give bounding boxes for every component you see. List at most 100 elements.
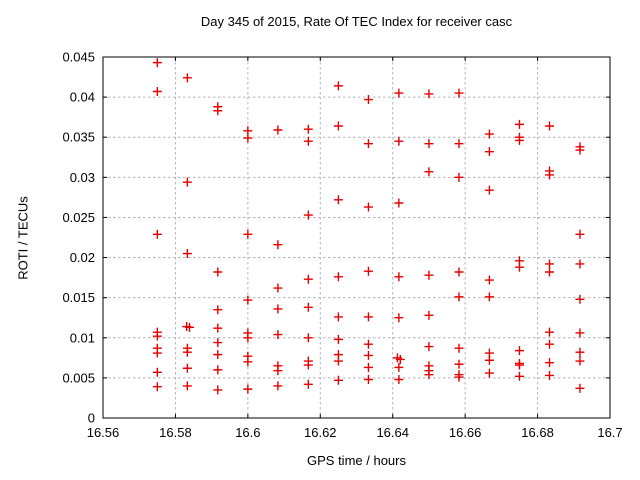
data-point-marker xyxy=(545,121,555,131)
data-point-marker xyxy=(575,328,585,338)
data-point-marker xyxy=(213,365,223,375)
data-point-marker xyxy=(394,272,404,282)
data-point-marker xyxy=(484,129,494,139)
data-point-marker xyxy=(152,382,162,392)
data-point-marker xyxy=(363,266,373,276)
data-point-marker xyxy=(303,210,313,220)
data-point-marker xyxy=(424,89,434,99)
y-tick-label: 0.015 xyxy=(62,290,95,305)
data-point-marker xyxy=(333,312,343,322)
x-tick-label: 16.56 xyxy=(87,425,120,440)
data-point-marker xyxy=(545,358,555,368)
data-point-marker xyxy=(454,292,464,302)
data-point-marker xyxy=(514,360,524,370)
data-point-marker xyxy=(303,379,313,389)
data-point-marker xyxy=(424,370,434,380)
data-point-marker xyxy=(303,333,313,343)
data-point-marker xyxy=(394,88,404,98)
data-point-marker xyxy=(514,262,524,272)
data-point-marker xyxy=(363,362,373,372)
data-point-marker xyxy=(484,355,494,365)
y-tick-label: 0 xyxy=(88,411,95,426)
y-tick-label: 0.04 xyxy=(70,90,95,105)
data-point-marker xyxy=(575,294,585,304)
data-point-marker xyxy=(303,360,313,370)
y-tick-label: 0.01 xyxy=(70,330,95,345)
data-point-marker xyxy=(363,350,373,360)
data-point-marker xyxy=(454,267,464,277)
data-point-marker xyxy=(243,333,253,343)
data-point-marker xyxy=(394,313,404,323)
data-point-marker xyxy=(273,240,283,250)
data-point-marker xyxy=(152,58,162,68)
plot-border xyxy=(102,56,611,419)
data-point-marker xyxy=(484,292,494,302)
data-point-marker xyxy=(213,267,223,277)
x-tick-label: 16.58 xyxy=(159,425,192,440)
y-tick-label: 0.03 xyxy=(70,170,95,185)
data-point-marker xyxy=(273,283,283,293)
data-point-marker xyxy=(213,350,223,360)
y-tick-label: 0.025 xyxy=(62,210,95,225)
data-point-marker xyxy=(514,135,524,145)
data-point-marker xyxy=(182,73,192,83)
data-point-marker xyxy=(394,136,404,146)
data-point-marker xyxy=(182,249,192,259)
chart-title: Day 345 of 2015, Rate Of TEC Index for r… xyxy=(200,14,513,29)
data-point-marker xyxy=(363,374,373,384)
data-point-marker xyxy=(303,136,313,146)
data-point-marker xyxy=(243,357,253,367)
data-point-marker xyxy=(575,259,585,269)
data-point-marker xyxy=(182,363,192,373)
data-point-marker xyxy=(273,304,283,314)
data-point-marker xyxy=(363,339,373,349)
data-point-marker xyxy=(213,323,223,333)
data-point-marker xyxy=(333,121,343,131)
data-point-marker xyxy=(213,385,223,395)
data-point-marker xyxy=(213,305,223,315)
data-point-marker xyxy=(514,371,524,381)
data-point-marker xyxy=(303,302,313,312)
data-point-marker xyxy=(182,347,192,357)
data-point-marker xyxy=(394,362,404,372)
data-point-marker xyxy=(303,274,313,284)
data-point-marker xyxy=(363,312,373,322)
data-point-marker xyxy=(454,139,464,149)
data-point-marker xyxy=(152,348,162,358)
data-point-marker xyxy=(484,368,494,378)
data-point-marker xyxy=(454,88,464,98)
data-point-marker xyxy=(484,147,494,157)
data-point-marker xyxy=(303,124,313,134)
data-point-marker xyxy=(514,119,524,129)
data-point-marker xyxy=(185,322,195,332)
data-point-marker xyxy=(273,366,283,376)
x-tick-label: 16.7 xyxy=(597,425,622,440)
data-point-marker xyxy=(424,139,434,149)
y-tick-label: 0.045 xyxy=(62,50,95,65)
data-point-marker xyxy=(545,259,555,269)
data-point-marker xyxy=(182,177,192,187)
x-tick-label: 16.6 xyxy=(235,425,260,440)
data-point-marker xyxy=(394,198,404,208)
data-point-marker xyxy=(213,338,223,348)
y-tick-label: 0.035 xyxy=(62,130,95,145)
data-point-marker xyxy=(333,356,343,366)
data-point-marker xyxy=(575,145,585,155)
data-point-marker xyxy=(213,106,223,116)
data-point-marker xyxy=(243,295,253,305)
data-point-marker xyxy=(545,267,555,277)
data-point-marker xyxy=(182,381,192,391)
data-point-marker xyxy=(243,229,253,239)
data-point-marker xyxy=(575,347,585,357)
data-point-marker xyxy=(333,195,343,205)
data-point-marker xyxy=(424,310,434,320)
data-point-marker xyxy=(454,172,464,182)
data-point-marker xyxy=(424,342,434,352)
data-point-marker xyxy=(575,229,585,239)
data-point-marker xyxy=(454,343,464,353)
data-point-marker xyxy=(333,334,343,344)
data-point-marker xyxy=(333,272,343,282)
x-tick-label: 16.66 xyxy=(449,425,482,440)
